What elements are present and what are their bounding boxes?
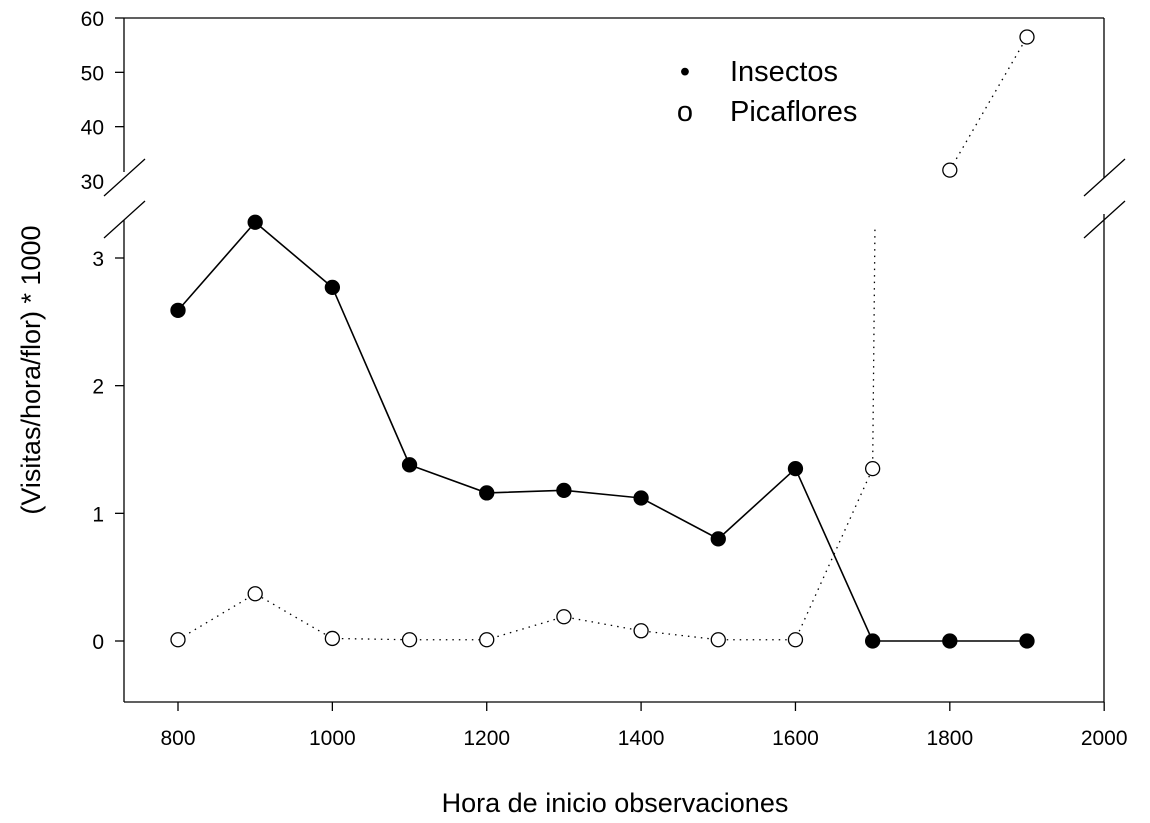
data-point-picaflores [710,632,726,648]
x-tick-label: 1400 [618,727,665,750]
x-axis-label: Hora de inicio observaciones [442,788,789,818]
legend-label: Insectos [730,56,838,88]
legend: • Insectos o Picaflores [677,56,857,128]
data-point-insectos [787,460,804,477]
data-point-insectos [942,633,958,649]
series-picaflores [170,29,1035,648]
y-tick-label-lower: 0 [92,631,104,654]
data-point-picaflores [170,632,186,648]
axis-ticks [115,17,1105,711]
data-point-picaflores [401,632,418,648]
y-axis-label: (Visitas/hora/flor) * 1000 [16,225,46,514]
y-tick-label-upper: 30 [81,171,104,194]
data-point-picaflores [942,162,958,178]
data-point-insectos [324,279,341,296]
axis-break-mark [103,158,146,197]
x-tick-label: 800 [160,727,195,750]
data-point-insectos [401,457,418,473]
axis-break-mark [1083,158,1126,197]
series-insectos [170,214,1035,649]
y-tick-label-upper: 40 [81,117,104,140]
data-point-insectos [170,302,186,318]
data-point-insectos [556,482,572,499]
plot-frame [103,17,1126,703]
y-tick-label-lower: 2 [92,376,104,399]
data-point-insectos [864,633,881,649]
data-point-picaflores [247,586,263,602]
axis-break-mark [103,200,146,239]
y-tick-label-lower: 1 [92,503,104,526]
data-point-insectos [633,490,649,506]
legend-symbol: • [680,56,690,88]
data-point-insectos [479,485,495,501]
data-point-picaflores [1019,29,1035,45]
y-tick-label-upper: 60 [81,8,104,31]
data-point-picaflores [864,460,881,477]
y-tick-label-lower: 3 [92,248,104,271]
data-point-picaflores [633,623,649,639]
series-line-insectos [177,221,1027,642]
legend-symbol: o [677,96,693,128]
data-point-insectos [247,214,263,230]
data-point-insectos [710,531,726,547]
data-point-picaflores [787,632,804,648]
x-tick-label: 1600 [772,727,819,750]
data-point-picaflores [556,609,572,625]
data-point-insectos [1019,633,1035,649]
x-tick-label: 2000 [1081,727,1128,750]
axis-break-mark [1083,200,1126,239]
x-tick-label: 1200 [463,727,510,750]
y-tick-label-upper: 50 [81,62,104,85]
tick-labels: 800 1000 1200 1400 1600 1800 2000 0 1 2 3 30 40 50 60 [81,8,1128,750]
x-tick-label: 1000 [309,727,356,750]
series-layer [170,29,1035,649]
data-point-picaflores [324,630,341,647]
series-line-picaflores [177,36,1028,641]
legend-label: Picaflores [730,96,857,128]
data-point-picaflores [479,632,495,648]
x-tick-label: 1800 [926,727,973,750]
